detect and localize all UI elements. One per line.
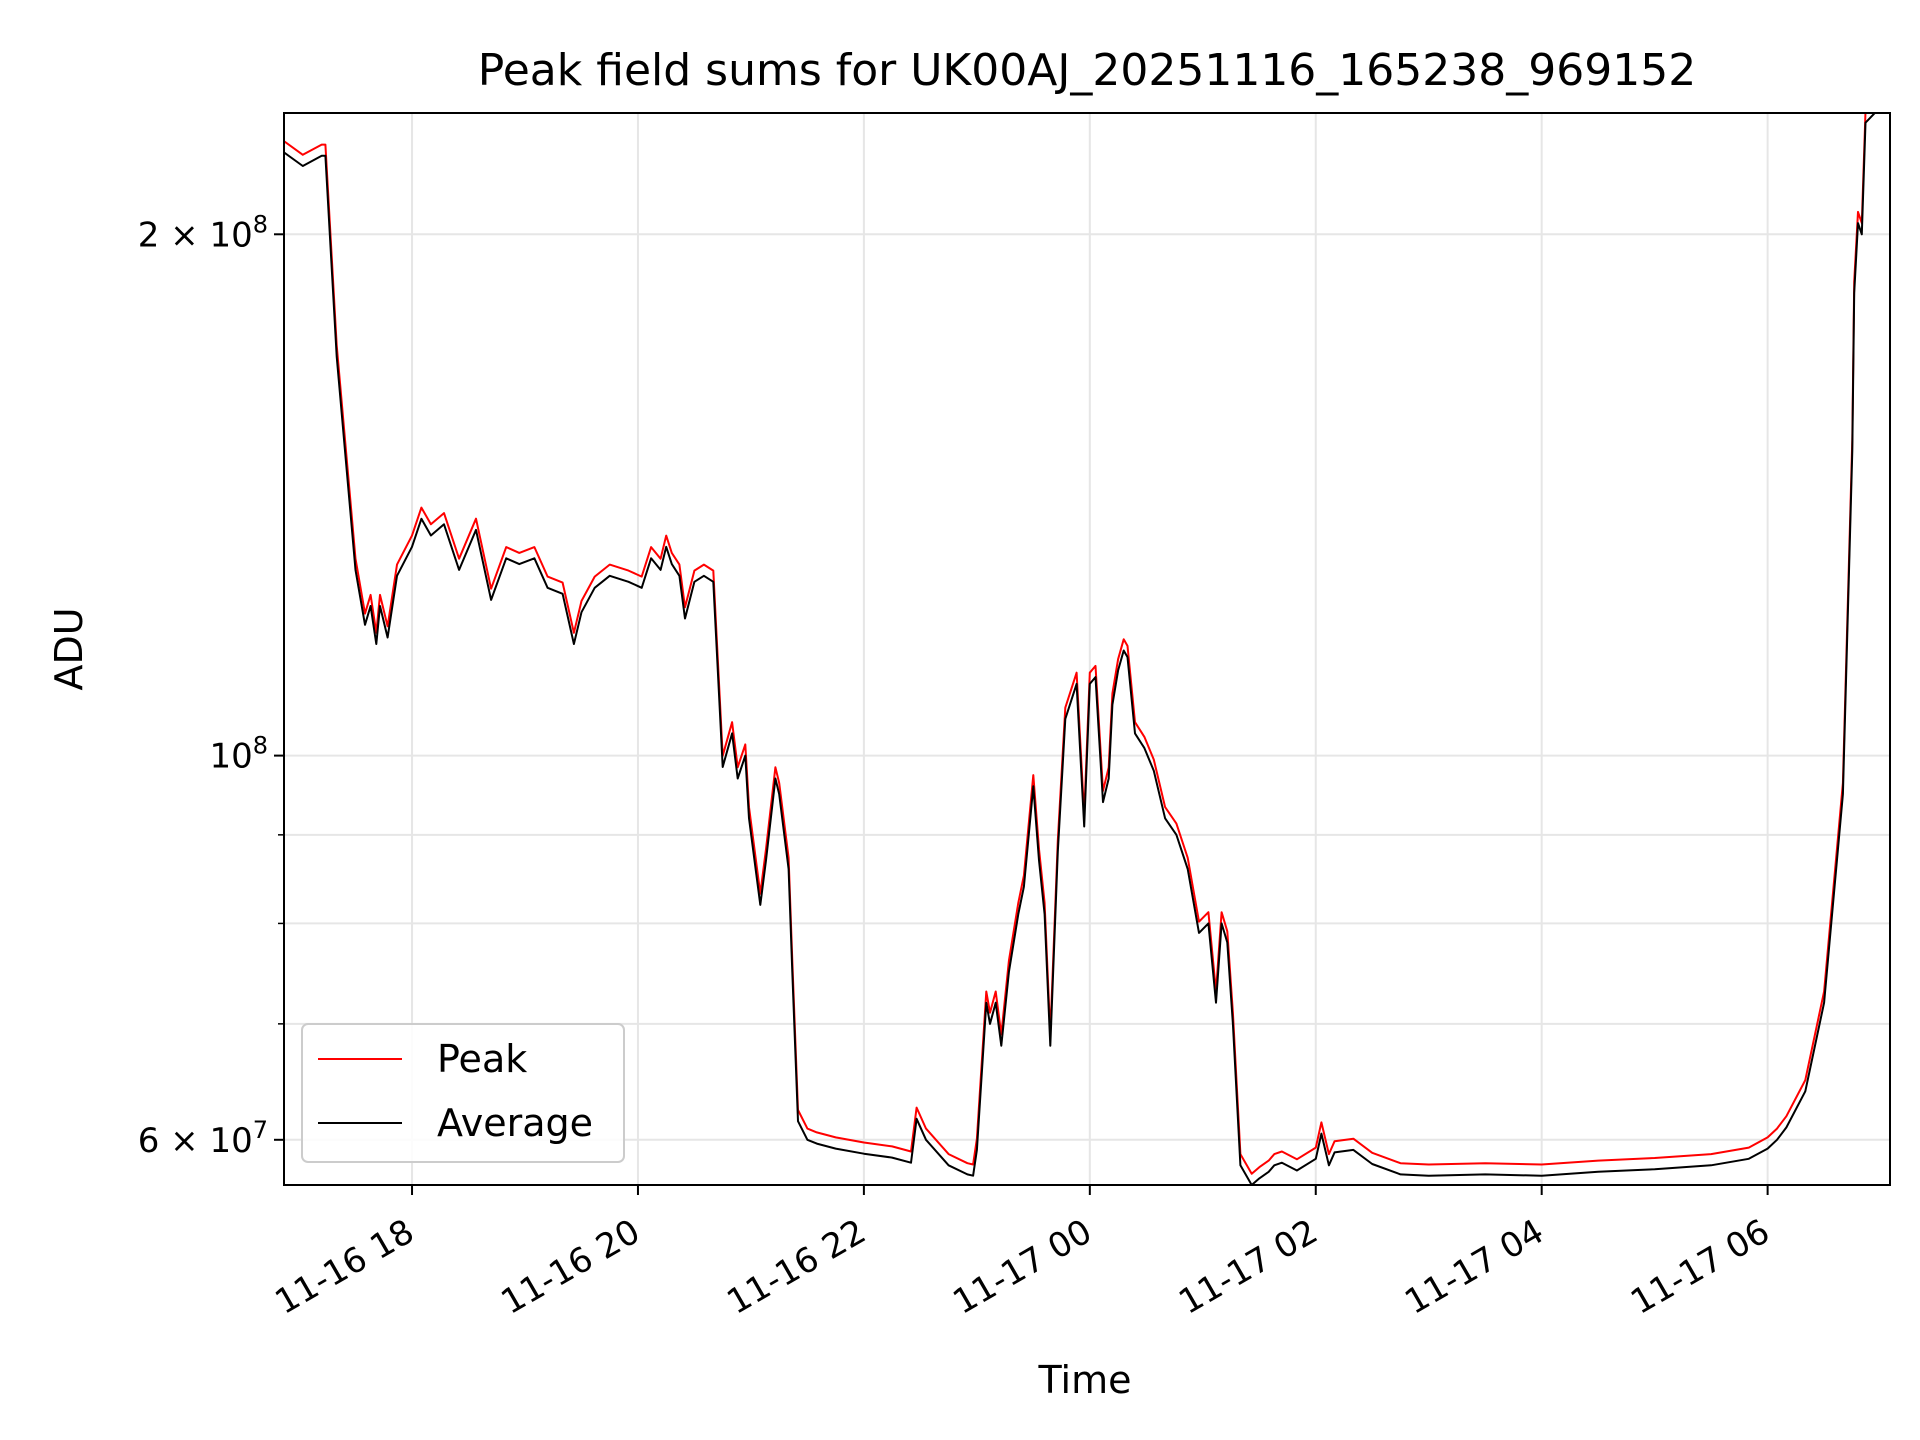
y-tick-label: 2 × 108: [138, 210, 268, 255]
plot-frame: [283, 112, 1891, 1186]
chart-title: Peak field sums for UK00AJ_20251116_1652…: [478, 45, 1696, 96]
legend-peak-label: Peak: [437, 1037, 527, 1081]
series-group: [284, 113, 1877, 1185]
series-average-line: [284, 113, 1877, 1185]
series-peak-line: [284, 113, 1867, 1175]
y-tick-label: 6 × 107: [138, 1116, 268, 1161]
x-axis-label: Time: [1038, 1358, 1132, 1402]
y-tick-label: 108: [209, 732, 268, 777]
y-axis-label: ADU: [47, 607, 91, 690]
legend-average-label: Average: [437, 1101, 593, 1145]
legend: Peak Average: [301, 1023, 625, 1163]
y-axis: 6 × 107 108 2 × 108: [138, 210, 284, 1161]
